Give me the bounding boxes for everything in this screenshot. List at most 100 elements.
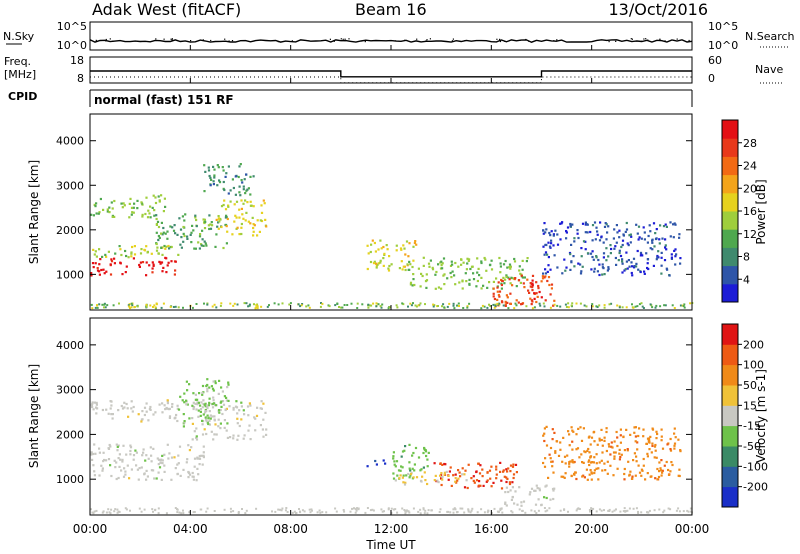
echo-cell: [160, 261, 164, 264]
echo-cell: [96, 407, 99, 410]
echo-cell: [198, 235, 202, 238]
echo-cell: [631, 265, 634, 268]
echo-cell: [662, 225, 666, 228]
echo-cell: [538, 487, 541, 490]
ground-scatter-cell: [237, 512, 240, 514]
echo-cell: [202, 451, 205, 454]
echo-cell: [205, 244, 208, 247]
ground-scatter-cell: [318, 509, 321, 512]
echo-cell: [217, 409, 221, 412]
ground-scatter-cell: [655, 304, 658, 307]
echo-cell: [193, 465, 196, 468]
ground-scatter-cell: [414, 304, 417, 307]
echo-cell: [253, 416, 256, 419]
echo-cell: [236, 412, 239, 415]
ground-scatter-cell: [316, 511, 319, 514]
ground-scatter-cell: [576, 508, 579, 510]
noise-dot: [364, 41, 366, 43]
echo-cell: [473, 481, 476, 484]
ground-scatter-cell: [443, 306, 446, 309]
echo-cell: [591, 461, 594, 464]
echo-cell: [99, 258, 102, 261]
echo-cell: [490, 485, 493, 488]
echo-cell: [609, 464, 612, 467]
echo-cell: [225, 396, 228, 399]
echo-cell: [120, 469, 123, 472]
echo-cell: [255, 414, 259, 417]
echo-cell: [115, 443, 118, 446]
noise-dot: [344, 38, 346, 40]
echo-cell: [166, 402, 169, 405]
echo-cell: [404, 268, 407, 272]
echo-cell: [561, 460, 564, 463]
echo-cell: [518, 265, 521, 268]
ground-scatter-cell: [533, 306, 536, 309]
echo-cell: [139, 252, 143, 255]
echo-cell: [401, 476, 404, 479]
noise-dot: [228, 40, 230, 42]
echo-cell: [417, 456, 421, 459]
echo-cell: [186, 458, 189, 461]
ground-scatter-cell: [501, 511, 504, 514]
echo-cell: [623, 449, 626, 452]
echo-cell: [390, 263, 393, 266]
echo-cell: [195, 218, 198, 222]
y-tick-label: 2000: [56, 428, 84, 441]
echo-cell: [434, 273, 437, 276]
echo-cell: [513, 502, 516, 505]
echo-cell: [550, 283, 554, 286]
ground-scatter-cell: [152, 510, 154, 513]
x-tick-label: 04:00: [173, 522, 208, 536]
ground-scatter-cell: [174, 507, 177, 509]
echo-cell: [647, 439, 650, 442]
echo-cell: [205, 419, 208, 423]
colorbar-tick-label: -200: [743, 481, 768, 494]
echo-cell: [232, 186, 235, 190]
ground-scatter-cell: [211, 305, 214, 308]
echo-cell: [90, 213, 93, 216]
echo-cell: [260, 219, 264, 223]
echo-cell: [409, 263, 412, 266]
echo-cell: [94, 205, 97, 208]
echo-cell: [187, 476, 190, 479]
echo-cell: [572, 255, 575, 258]
echo-cell: [504, 502, 507, 505]
echo-cell: [633, 266, 636, 269]
echo-cell: [218, 220, 221, 223]
ground-scatter-cell: [567, 302, 570, 305]
echo-cell: [660, 428, 663, 431]
echo-cell: [200, 244, 203, 247]
echo-cell: [522, 500, 526, 503]
echo-cell: [167, 244, 170, 248]
ground-scatter-cell: [339, 306, 342, 309]
echo-cell: [204, 405, 207, 408]
echo-cell: [596, 233, 599, 236]
ground-scatter-cell: [335, 510, 338, 513]
echo-cell: [514, 277, 517, 280]
noise-search-dots: [95, 38, 690, 43]
ground-scatter-cell: [256, 307, 259, 310]
echo-cell: [586, 252, 590, 255]
echo-cell: [609, 252, 612, 255]
echo-cell: [98, 270, 101, 273]
echo-cell: [242, 437, 245, 440]
ground-scatter-cell: [131, 304, 134, 307]
y-tick-label: 1000: [56, 268, 84, 281]
ground-scatter-cell: [182, 512, 185, 515]
ground-scatter-cell: [500, 507, 503, 510]
echo-cell: [202, 402, 205, 406]
echo-cell: [126, 464, 129, 467]
noise-dot: [109, 38, 111, 40]
echo-cell: [194, 216, 197, 219]
echo-cell: [204, 220, 207, 223]
ground-scatter-cell: [499, 509, 502, 512]
echo-cell: [192, 478, 195, 481]
echo-cell: [493, 297, 496, 301]
ground-scatter-cell: [188, 511, 191, 514]
ground-scatter-cell: [377, 303, 380, 306]
echo-cell: [132, 211, 135, 214]
ground-scatter-cell: [200, 508, 203, 511]
echo-cell: [227, 399, 230, 402]
power-colorbar-label: Power [dB]: [754, 179, 768, 244]
